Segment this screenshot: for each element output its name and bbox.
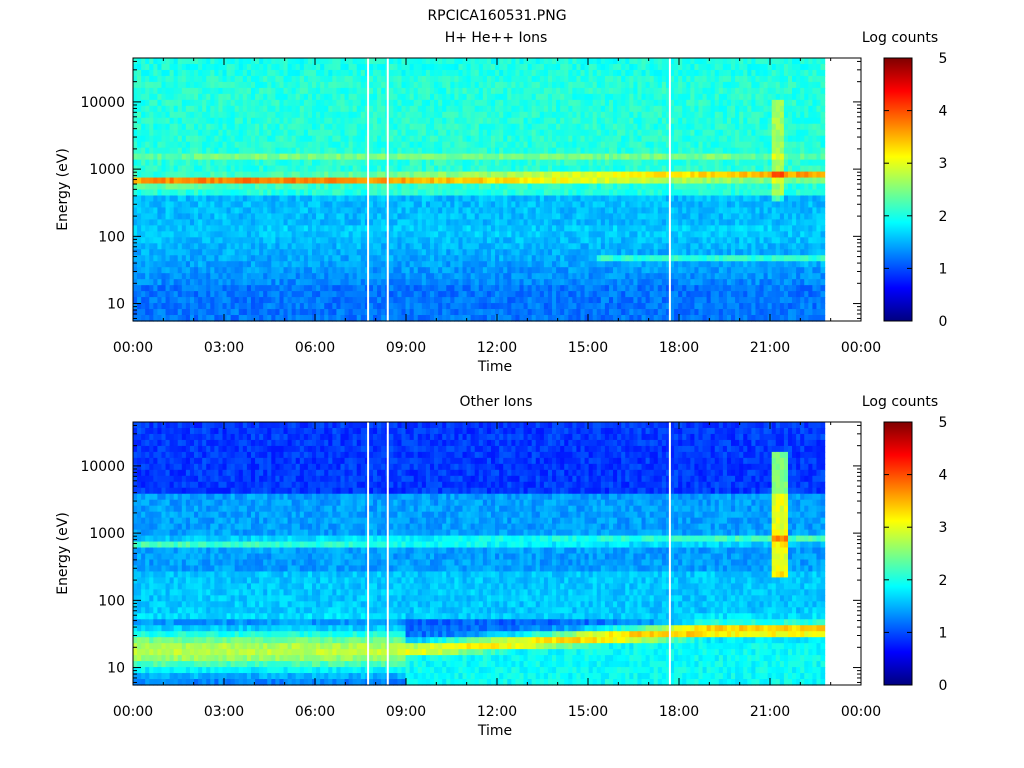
- x-tick-label: 21:00: [750, 704, 790, 720]
- colorbar-tick-label: 3: [939, 520, 948, 536]
- x-tick-label: 06:00: [295, 340, 335, 356]
- y-tick-label: 1000: [89, 162, 125, 178]
- colorbar-tick-label: 0: [939, 314, 948, 330]
- colorbar-tick-label: 4: [939, 104, 948, 120]
- x-tick-label: 06:00: [295, 704, 335, 720]
- x-tick-label: 15:00: [568, 340, 608, 356]
- y-axis-label: Energy (eV): [55, 512, 71, 595]
- x-tick-label: 00:00: [113, 704, 153, 720]
- x-tick-label: 12:00: [477, 340, 517, 356]
- colorbar: [883, 421, 913, 686]
- colorbar-tick-label: 4: [939, 468, 948, 484]
- x-tick-label: 18:00: [659, 340, 699, 356]
- x-axis-label: Time: [477, 359, 512, 375]
- x-tick-label: 12:00: [477, 704, 517, 720]
- x-tick-label: 00:00: [841, 704, 881, 720]
- y-tick-label: 10000: [80, 95, 125, 111]
- colorbar-tick-label: 3: [939, 156, 948, 172]
- x-tick-label: 09:00: [386, 704, 426, 720]
- colorbar-label: Log counts: [862, 30, 938, 46]
- x-axis-label: Time: [477, 723, 512, 739]
- x-tick-label: 00:00: [841, 340, 881, 356]
- x-tick-label: 03:00: [204, 704, 244, 720]
- x-tick-label: 09:00: [386, 340, 426, 356]
- colorbar-tick-label: 0: [939, 678, 948, 694]
- colorbar: [883, 57, 913, 322]
- x-tick-label: 21:00: [750, 340, 790, 356]
- colorbar-tick-label: 5: [939, 415, 948, 431]
- x-tick-label: 15:00: [568, 704, 608, 720]
- colorbar-tick-label: 2: [939, 573, 948, 589]
- figure-title: RPCICA160531.PNG: [427, 8, 566, 24]
- x-tick-label: 00:00: [113, 340, 153, 356]
- x-tick-label: 18:00: [659, 704, 699, 720]
- y-tick-label: 10: [107, 297, 125, 313]
- spectrogram-panel-1: H+ He++ Ions 00:00 03:00 06:00 09:00 12:00 15:…: [55, 30, 948, 375]
- spectrogram-panel-2: Other Ions 00:00 03:00 06:00 09:00 12:00 15:00…: [55, 394, 948, 739]
- x-tick-label: 03:00: [204, 340, 244, 356]
- panel-title: Other Ions: [459, 394, 532, 410]
- heatmap-cells: [133, 422, 826, 686]
- colorbar-tick-label: 5: [939, 51, 948, 67]
- colorbar-tick-label: 2: [939, 209, 948, 225]
- colorbar-tick-label: 1: [939, 261, 948, 277]
- colorbar-label: Log counts: [862, 394, 938, 410]
- y-axis-label: Energy (eV): [55, 148, 71, 231]
- heatmap-cells: [133, 58, 826, 322]
- y-tick-label: 100: [98, 229, 125, 245]
- colorbar-tick-label: 1: [939, 625, 948, 641]
- y-tick-label: 1000: [89, 526, 125, 542]
- y-tick-label: 10000: [80, 459, 125, 475]
- y-tick-label: 10: [107, 661, 125, 677]
- panel-title: H+ He++ Ions: [445, 30, 548, 46]
- y-tick-label: 100: [98, 593, 125, 609]
